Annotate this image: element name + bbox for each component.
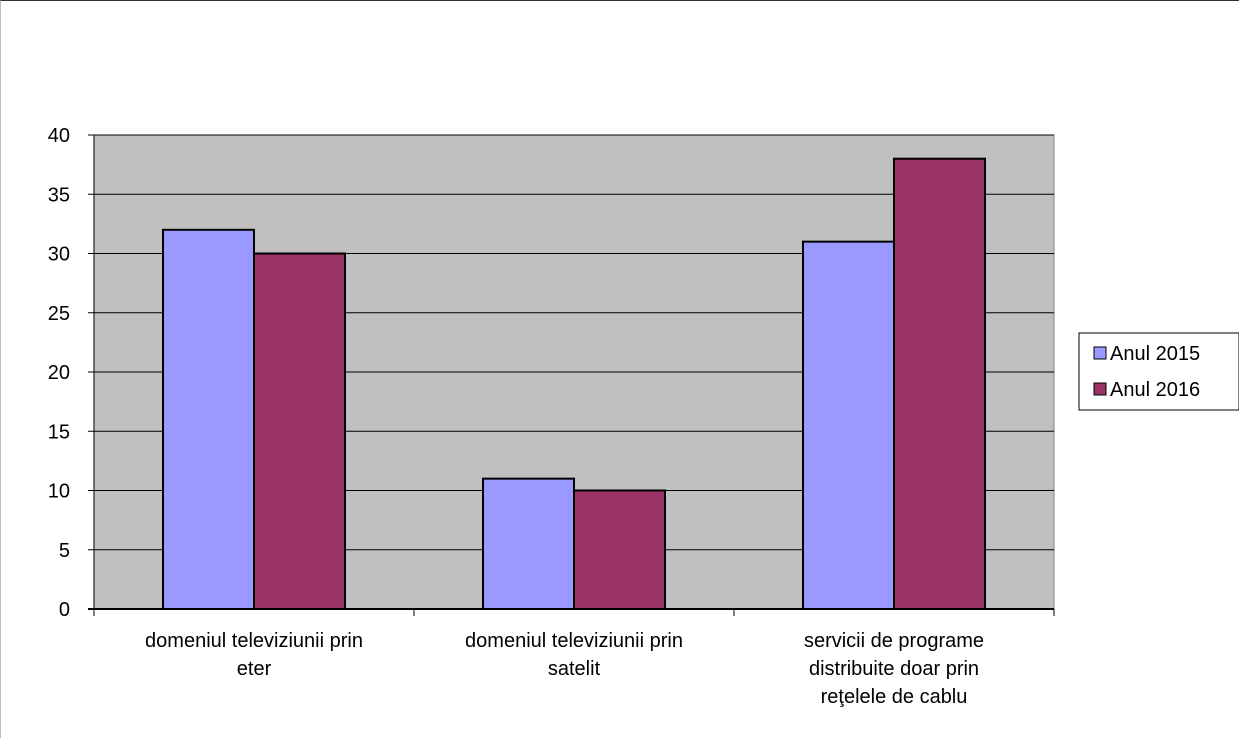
y-tick-label-35: 35 (48, 184, 70, 206)
bar-series2-cat1 (253, 252, 346, 610)
x-category-label-1-line-2: eter (237, 658, 272, 680)
x-category-label-2-line-1: domeniul televiziunii prin (465, 630, 683, 652)
bar-series2-cat3 (893, 157, 986, 610)
y-tick-label-30: 30 (48, 244, 70, 266)
y-tick-label-5: 5 (59, 540, 70, 562)
bar-series2-cat2 (573, 489, 666, 610)
legend-label-1: Anul 2015 (1110, 343, 1200, 365)
y-tick-label-20: 20 (48, 362, 70, 384)
legend-box (1078, 332, 1239, 411)
legend-swatch-1 (1093, 346, 1107, 360)
legend-label-2: Anul 2016 (1110, 379, 1200, 401)
x-category-label-2-line-2: satelit (548, 658, 601, 680)
y-tick-label-40: 40 (48, 125, 70, 147)
y-tick-label-15: 15 (48, 421, 70, 443)
bar-series1-cat2 (482, 477, 575, 610)
x-category-label-3-line-2: distribuite doar prin (809, 658, 979, 680)
bar-series1-cat1 (162, 228, 255, 611)
x-category-label-3-line-1: servicii de programe (804, 630, 984, 652)
x-category-label-1-line-1: domeniul televiziunii prin (145, 630, 363, 652)
y-tick-label-0: 0 (59, 599, 70, 621)
y-tick-label-10: 10 (48, 481, 70, 503)
y-tick-label-25: 25 (48, 303, 70, 325)
bar-series1-cat3 (802, 240, 895, 610)
x-category-label-3-line-3: reţelele de cablu (821, 686, 968, 708)
legend-swatch-2 (1093, 382, 1107, 396)
